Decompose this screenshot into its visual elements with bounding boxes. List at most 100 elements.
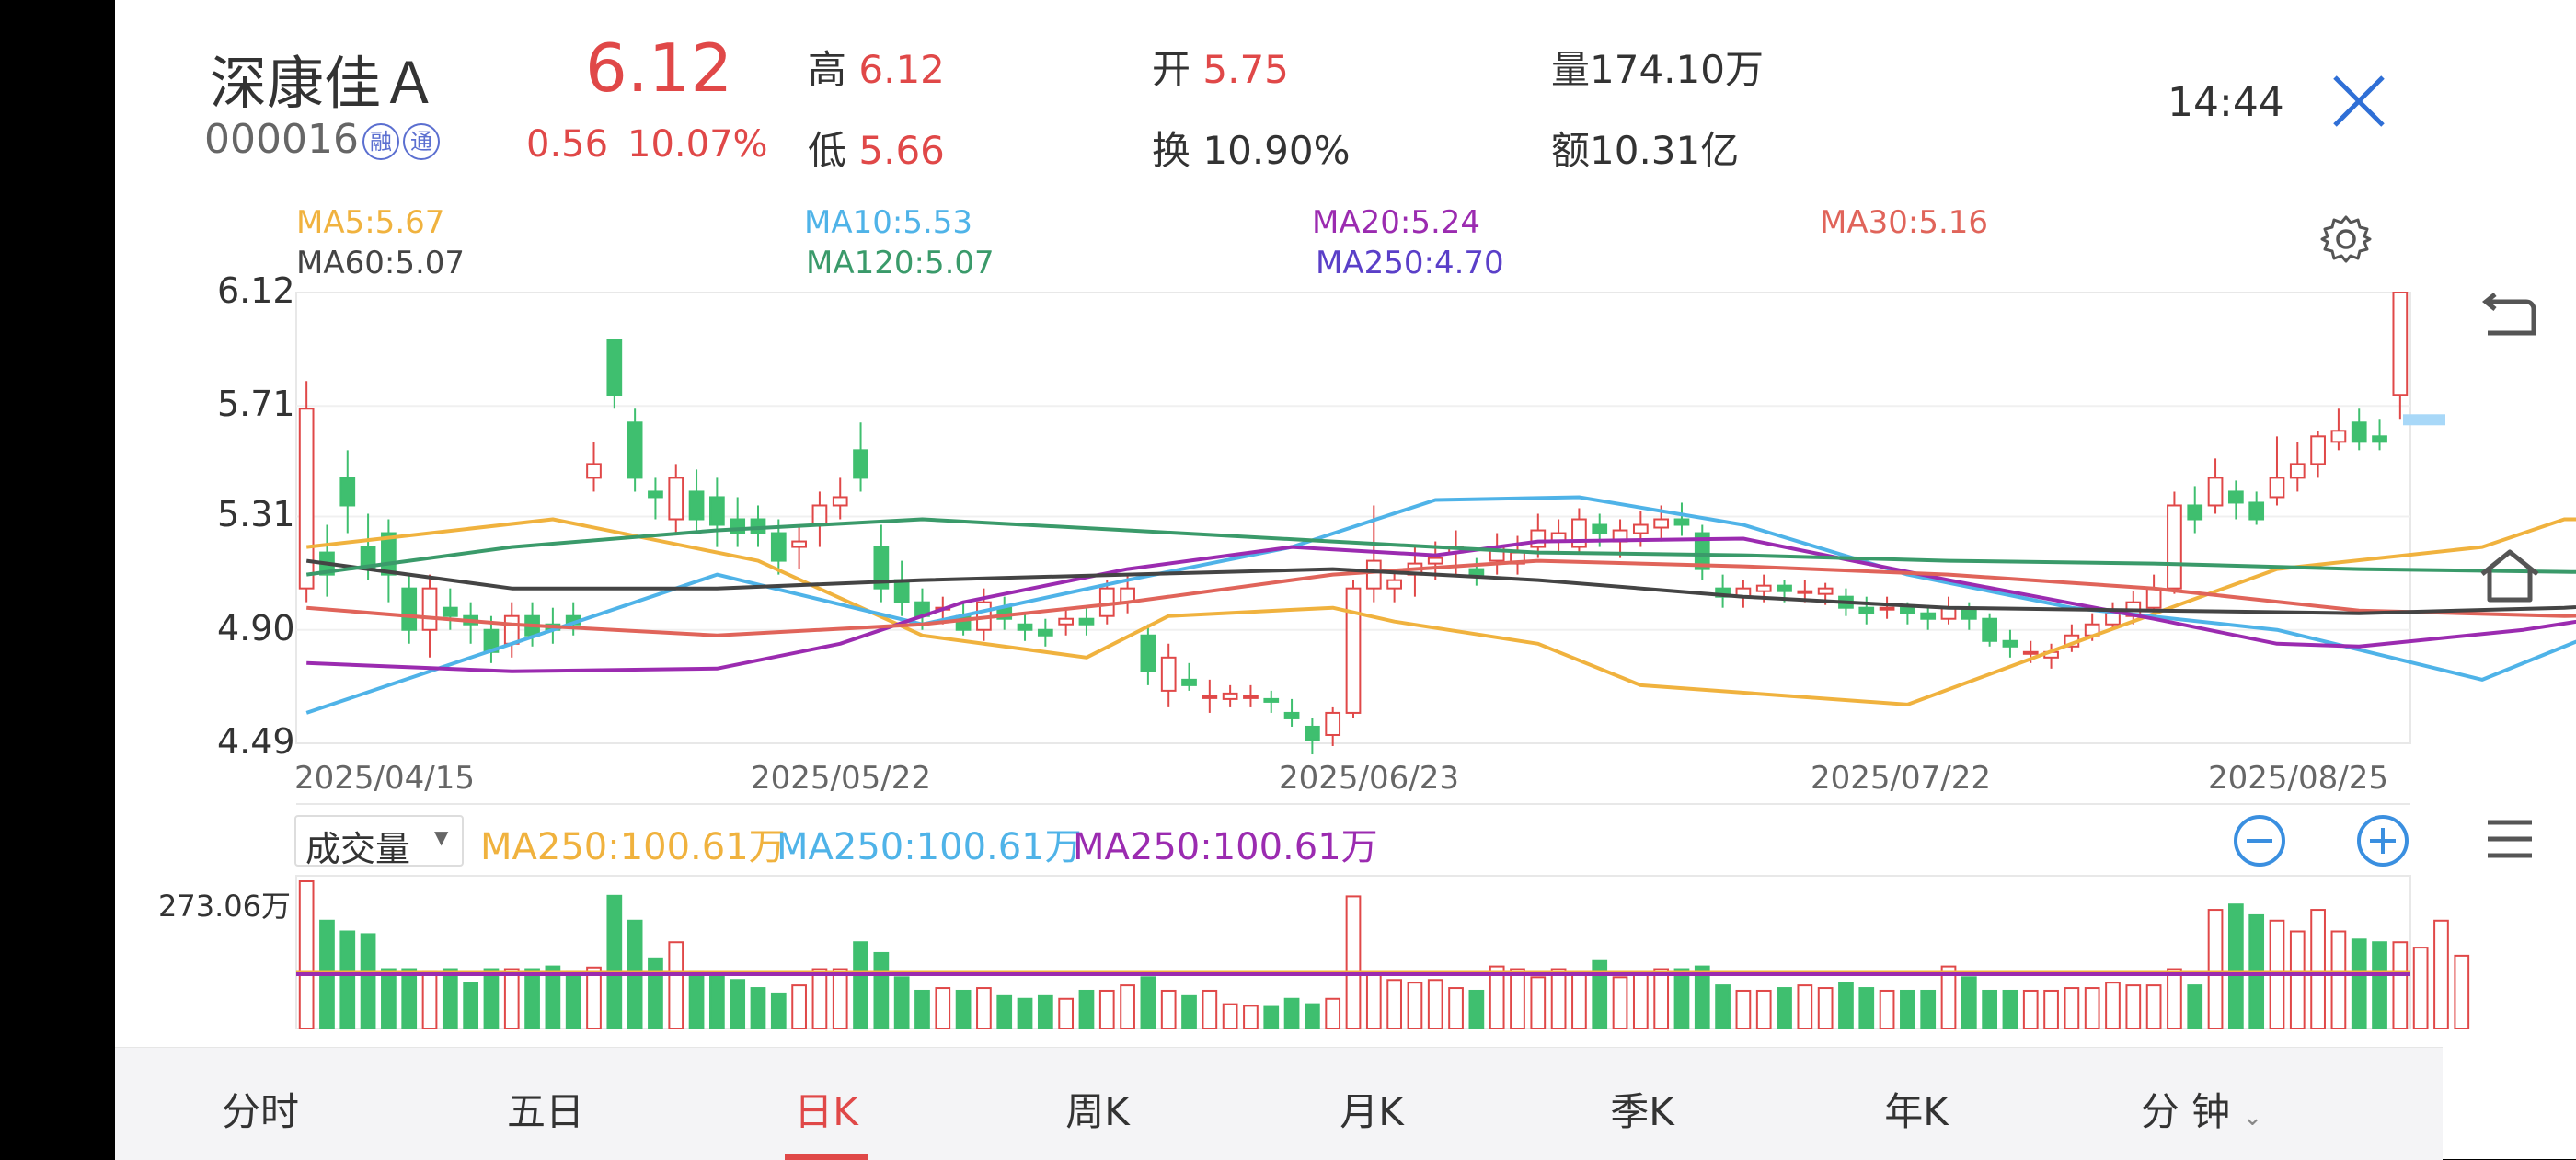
volume-bar	[1797, 984, 1813, 1029]
connect-tag[interactable]: 通	[402, 123, 440, 160]
vol-ma-legend-3: MA250:100.61万	[1073, 826, 1378, 868]
candle	[688, 490, 705, 521]
volume-bar	[524, 968, 540, 1029]
volume-bar	[1879, 989, 1895, 1030]
quote-low: 低 5.66	[808, 128, 945, 173]
volume-bar	[2125, 984, 2142, 1029]
candle	[1571, 518, 1587, 548]
tab-minute-label: 分 钟	[2140, 1089, 2231, 1134]
date-axis-label: 2025/04/15	[294, 760, 475, 797]
volume-bar	[1263, 1005, 1280, 1029]
volume-bar	[1222, 1003, 1238, 1029]
tab-weekly-k[interactable]: 周K	[1065, 1089, 1130, 1134]
volume-bar	[1715, 984, 1731, 1029]
candle	[2022, 650, 2039, 655]
ma-line-ma5	[305, 517, 2576, 706]
volume-bar	[2167, 968, 2182, 1029]
volume-bar	[421, 970, 438, 1030]
indicator-selector-label: 成交量	[305, 829, 411, 869]
tab-monthly-k[interactable]: 月K	[1340, 1089, 1404, 1134]
candle	[1160, 656, 1177, 692]
volume-bar	[545, 965, 561, 1029]
zoom-in-icon[interactable]	[2355, 813, 2410, 868]
back-icon[interactable]	[2480, 293, 2539, 344]
tab-quarterly-k[interactable]: 季K	[1610, 1089, 1674, 1134]
volume-max-label: 273.06万	[158, 889, 291, 924]
volume-bar	[832, 968, 848, 1029]
volume-bar	[1160, 989, 1177, 1030]
volume-bar	[2351, 938, 2367, 1029]
volume-bar	[955, 989, 972, 1030]
volume-bar	[1243, 1005, 1259, 1030]
zoom-out-icon[interactable]	[2232, 813, 2287, 868]
tab-five-day[interactable]: 五日	[506, 1089, 585, 1134]
price-axis-label: 4.49	[217, 721, 295, 762]
volume-bar	[2084, 987, 2100, 1029]
candle	[586, 463, 602, 479]
tab-minute[interactable]: 分 钟 ⌄	[2141, 1081, 2263, 1137]
volume-bar	[1140, 976, 1156, 1030]
volume-bar	[2372, 941, 2387, 1029]
ma-line-ma30	[306, 558, 2576, 637]
price-axis-label: 5.31	[217, 494, 295, 535]
volume-bar	[2043, 989, 2059, 1030]
tab-daily-k[interactable]: 日K	[794, 1089, 858, 1134]
volume-bar	[1202, 989, 1218, 1030]
candle	[873, 546, 890, 590]
volume-bar	[1530, 976, 1547, 1030]
settings-gear-icon[interactable]	[2320, 213, 2372, 265]
quote-high: 高 6.12	[808, 47, 945, 92]
candle	[2269, 477, 2285, 499]
volume-bar	[606, 894, 623, 1029]
volume-bar	[1694, 965, 1710, 1029]
ma10-legend: MA10:5.53	[804, 204, 973, 241]
volume-bar	[1510, 968, 1525, 1029]
volume-bar	[1345, 895, 1362, 1030]
menu-icon[interactable]	[2484, 817, 2536, 861]
candle	[627, 421, 643, 479]
candle	[1305, 725, 1320, 741]
margin-tag[interactable]: 融	[362, 123, 399, 160]
volume-bar	[1120, 984, 1135, 1029]
volume-bar	[1858, 987, 1875, 1029]
volume-bar	[750, 987, 766, 1029]
volume-bar	[1283, 997, 1300, 1030]
candle	[811, 504, 828, 526]
candle	[2187, 504, 2203, 521]
volume-bar	[586, 966, 602, 1030]
volume-bar	[1550, 968, 1567, 1029]
candle	[1037, 628, 1053, 637]
close-icon[interactable]	[2331, 74, 2386, 129]
indicator-selector[interactable]: 成交量 ▼	[294, 815, 464, 869]
volume-bar	[648, 957, 663, 1030]
volume-bar	[1900, 989, 1915, 1030]
volume-bar	[1777, 987, 1792, 1029]
candle	[2330, 430, 2347, 443]
volume-bar	[668, 941, 684, 1029]
candle	[2351, 421, 2367, 443]
price-axis-label: 6.12	[217, 270, 295, 311]
ma20-legend: MA20:5.24	[1312, 204, 1481, 241]
volume-bar	[1427, 979, 1443, 1030]
candle	[339, 477, 356, 507]
candle	[2145, 587, 2162, 609]
last-price-marker	[2403, 414, 2445, 426]
candle	[2105, 612, 2121, 626]
tab-yearly-k[interactable]: 年K	[1884, 1089, 1949, 1134]
volume-bar	[1017, 997, 1033, 1030]
candle	[442, 606, 458, 617]
candle	[1982, 617, 1997, 642]
volume-bar	[442, 968, 458, 1029]
price-axis-label: 4.90	[217, 607, 295, 649]
volume-bar	[1632, 973, 1649, 1030]
volume-bar	[976, 987, 992, 1029]
candle	[1140, 634, 1156, 672]
tab-intraday[interactable]: 分时	[221, 1089, 300, 1134]
volume-bar	[1961, 976, 1977, 1030]
home-icon[interactable]	[2477, 546, 2543, 605]
volume-bar	[1673, 968, 1690, 1029]
volume-bar	[565, 970, 581, 1030]
volume-bar	[2330, 930, 2347, 1029]
candle	[709, 496, 725, 526]
